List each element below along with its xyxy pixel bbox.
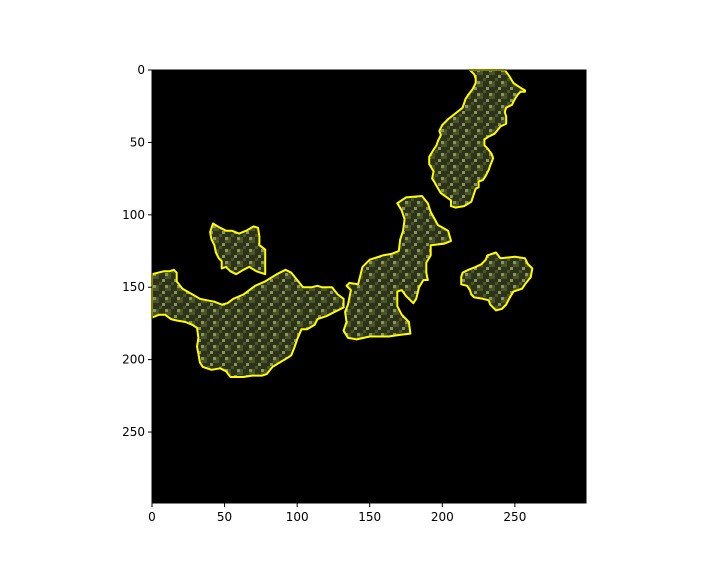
y-tick-label: 150 <box>122 280 145 294</box>
y-tick-label: 250 <box>122 425 145 439</box>
y-tick-label: 200 <box>122 353 145 367</box>
y-axis: 0 50 100 150 200 250 <box>122 63 152 439</box>
segment-top-right-arm <box>428 69 526 209</box>
x-tick-label: 150 <box>358 510 381 524</box>
segment-upper-left <box>209 222 267 276</box>
x-tick-label: 200 <box>431 510 454 524</box>
x-tick-label: 0 <box>148 510 156 524</box>
segment-center-arm <box>342 195 452 341</box>
x-tick-label: 50 <box>217 510 232 524</box>
x-axis: 0 50 100 150 200 250 <box>148 503 526 524</box>
segment-lower-left <box>151 268 345 378</box>
y-tick-label: 100 <box>122 208 145 222</box>
axes-frame <box>151 69 587 504</box>
y-tick-label: 0 <box>137 63 145 77</box>
y-tick-label: 50 <box>130 135 145 149</box>
x-tick-label: 100 <box>286 510 309 524</box>
segment-right-blob <box>460 251 534 312</box>
x-tick-label: 250 <box>503 510 526 524</box>
segments-layer <box>151 69 534 378</box>
